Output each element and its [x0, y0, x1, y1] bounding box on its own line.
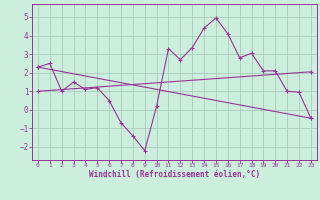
X-axis label: Windchill (Refroidissement éolien,°C): Windchill (Refroidissement éolien,°C): [89, 170, 260, 179]
